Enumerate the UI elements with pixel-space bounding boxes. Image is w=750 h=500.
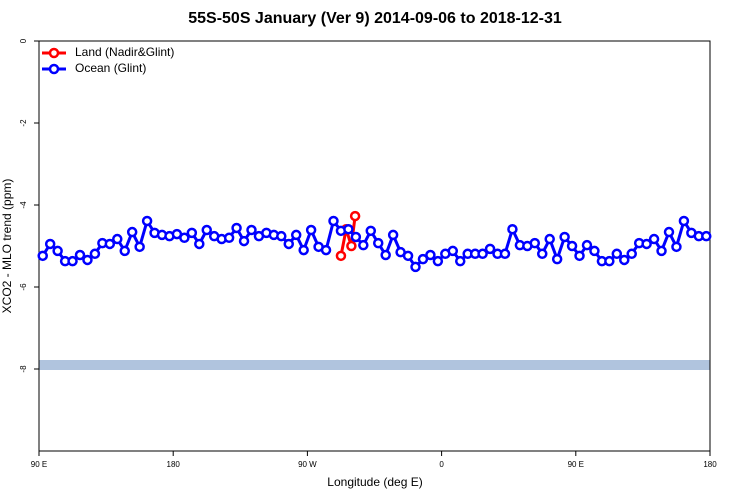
- data-point: [581, 239, 593, 251]
- legend-marker: [48, 47, 60, 59]
- data-point: [194, 238, 205, 250]
- data-point: [186, 227, 198, 239]
- data-point: [559, 231, 570, 243]
- data-point: [290, 229, 302, 241]
- data-point: [566, 240, 578, 252]
- data-point: [238, 235, 250, 247]
- data-point: [417, 253, 429, 265]
- data-point: [320, 244, 332, 256]
- data-point: [328, 215, 339, 227]
- data-point: [529, 237, 541, 249]
- x-axis-label: Longitude (deg E): [327, 475, 422, 489]
- data-point: [141, 215, 153, 227]
- data-point: [346, 240, 357, 252]
- data-point: [425, 249, 436, 261]
- data-point: [499, 248, 511, 260]
- data-point: [380, 249, 391, 261]
- data-point: [179, 232, 190, 244]
- data-point: [641, 238, 652, 250]
- data-point: [477, 248, 488, 260]
- legend-label: Ocean (Glint): [75, 61, 146, 75]
- data-point: [372, 237, 384, 249]
- data-point: [358, 239, 369, 251]
- data-point: [671, 241, 682, 253]
- y-tick-label: -4: [19, 201, 28, 209]
- land-strip: [39, 360, 710, 370]
- data-point: [574, 250, 585, 262]
- data-point: [484, 243, 496, 255]
- data-point: [454, 255, 466, 267]
- data-point: [432, 255, 444, 267]
- data-point: [349, 210, 361, 222]
- data-point: [663, 226, 675, 238]
- data-point: [626, 248, 637, 260]
- data-point: [67, 255, 78, 267]
- data-point: [365, 225, 377, 237]
- data-point: [44, 238, 56, 250]
- x-tick-label: 90 E: [568, 460, 584, 469]
- plot-frame: [38, 40, 711, 452]
- data-point: [89, 248, 101, 260]
- data-point: [551, 253, 563, 265]
- data-point: [223, 232, 235, 244]
- data-point: [283, 238, 295, 250]
- data-point: [104, 238, 116, 250]
- data-point: [701, 230, 712, 242]
- data-point: [52, 245, 63, 257]
- data-point: [619, 254, 630, 266]
- data-point: [246, 224, 257, 236]
- data-point: [82, 254, 93, 266]
- y-tick-label: 0: [19, 38, 28, 43]
- x-tick-label: 90 W: [298, 460, 317, 469]
- y-axis-label: XCO2 - MLO trend (ppm): [0, 179, 14, 314]
- data-point: [537, 248, 548, 260]
- data-point: [507, 223, 518, 235]
- data-point: [305, 224, 317, 236]
- data-point: [298, 244, 309, 256]
- data-point: [276, 230, 287, 242]
- data-point: [119, 245, 130, 257]
- data-point: [410, 261, 421, 273]
- data-point: [335, 250, 347, 262]
- data-point: [201, 224, 212, 236]
- data-point: [134, 241, 145, 253]
- data-point: [112, 233, 123, 245]
- data-point: [350, 231, 362, 243]
- data-point: [611, 248, 623, 260]
- data-point: [604, 255, 615, 267]
- data-point: [544, 233, 555, 245]
- data-point: [447, 245, 459, 257]
- x-tick-label: 0: [439, 460, 444, 469]
- data-point: [387, 229, 399, 241]
- data-point: [648, 233, 660, 245]
- chart-title: 55S-50S January (Ver 9) 2014-09-06 to 20…: [188, 10, 562, 27]
- data-point: [343, 223, 354, 235]
- y-tick-label: -2: [19, 119, 28, 127]
- data-point: [656, 245, 667, 257]
- x-tick-label: 90 E: [31, 460, 47, 469]
- data-point: [74, 249, 86, 261]
- data-point: [37, 250, 48, 262]
- data-point: [231, 222, 242, 234]
- legend-label: Land (Nadir&Glint): [75, 45, 174, 59]
- data-point: [126, 226, 138, 238]
- data-point: [678, 215, 690, 227]
- data-point: [589, 245, 600, 257]
- data-point: [402, 250, 414, 262]
- y-tick-label: -8: [19, 365, 28, 373]
- x-tick-label: 180: [167, 460, 181, 469]
- x-tick-label: 180: [703, 460, 717, 469]
- legend-marker: [48, 63, 60, 75]
- y-tick-label: -6: [19, 283, 28, 291]
